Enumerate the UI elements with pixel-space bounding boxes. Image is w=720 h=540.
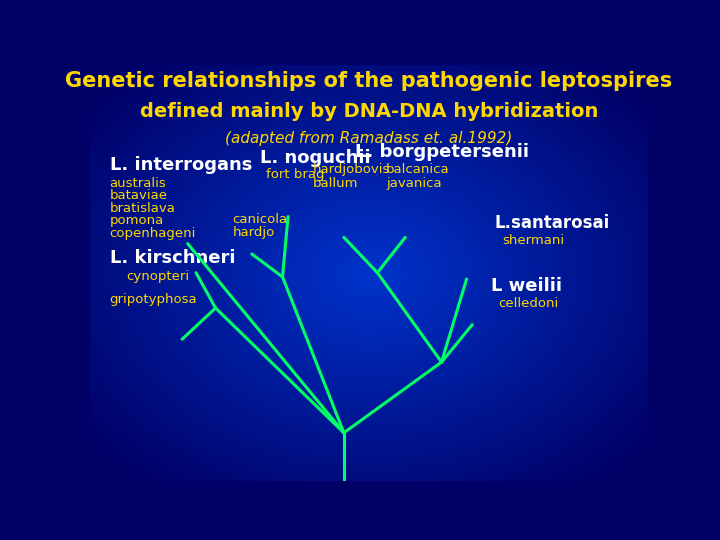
Text: L weilii: L weilii bbox=[490, 277, 562, 295]
Text: copenhageni: copenhageni bbox=[109, 227, 196, 240]
Text: L. noguchii: L. noguchii bbox=[260, 150, 371, 167]
Text: bataviae: bataviae bbox=[109, 190, 168, 202]
Text: L.santarosai: L.santarosai bbox=[495, 214, 610, 232]
Text: pomona: pomona bbox=[109, 214, 163, 227]
Text: ballum: ballum bbox=[313, 177, 359, 190]
Text: cynopteri: cynopteri bbox=[126, 271, 189, 284]
Text: gripotyphosa: gripotyphosa bbox=[109, 293, 197, 306]
Text: (adapted from Ramadass et. al.1992): (adapted from Ramadass et. al.1992) bbox=[225, 131, 513, 146]
Text: bratislava: bratislava bbox=[109, 202, 176, 215]
Text: canicola: canicola bbox=[233, 213, 287, 226]
Text: Genetic relationships of the pathogenic leptospires: Genetic relationships of the pathogenic … bbox=[66, 71, 672, 91]
Text: fort brag: fort brag bbox=[266, 168, 324, 181]
Text: javanica: javanica bbox=[386, 177, 441, 190]
Text: celledoni: celledoni bbox=[498, 298, 559, 310]
Text: hardjobovis: hardjobovis bbox=[313, 163, 390, 176]
Text: L. interrogans: L. interrogans bbox=[109, 156, 252, 173]
Text: australis: australis bbox=[109, 177, 166, 190]
Text: hardjo: hardjo bbox=[233, 226, 274, 239]
Text: defined mainly by DNA-DNA hybridization: defined mainly by DNA-DNA hybridization bbox=[140, 102, 598, 121]
Text: L. kirschneri: L. kirschneri bbox=[109, 249, 235, 267]
Text: balcanica: balcanica bbox=[386, 163, 449, 176]
Text: L. borgpetersenii: L. borgpetersenii bbox=[355, 143, 529, 161]
Text: shermani: shermani bbox=[502, 234, 564, 247]
